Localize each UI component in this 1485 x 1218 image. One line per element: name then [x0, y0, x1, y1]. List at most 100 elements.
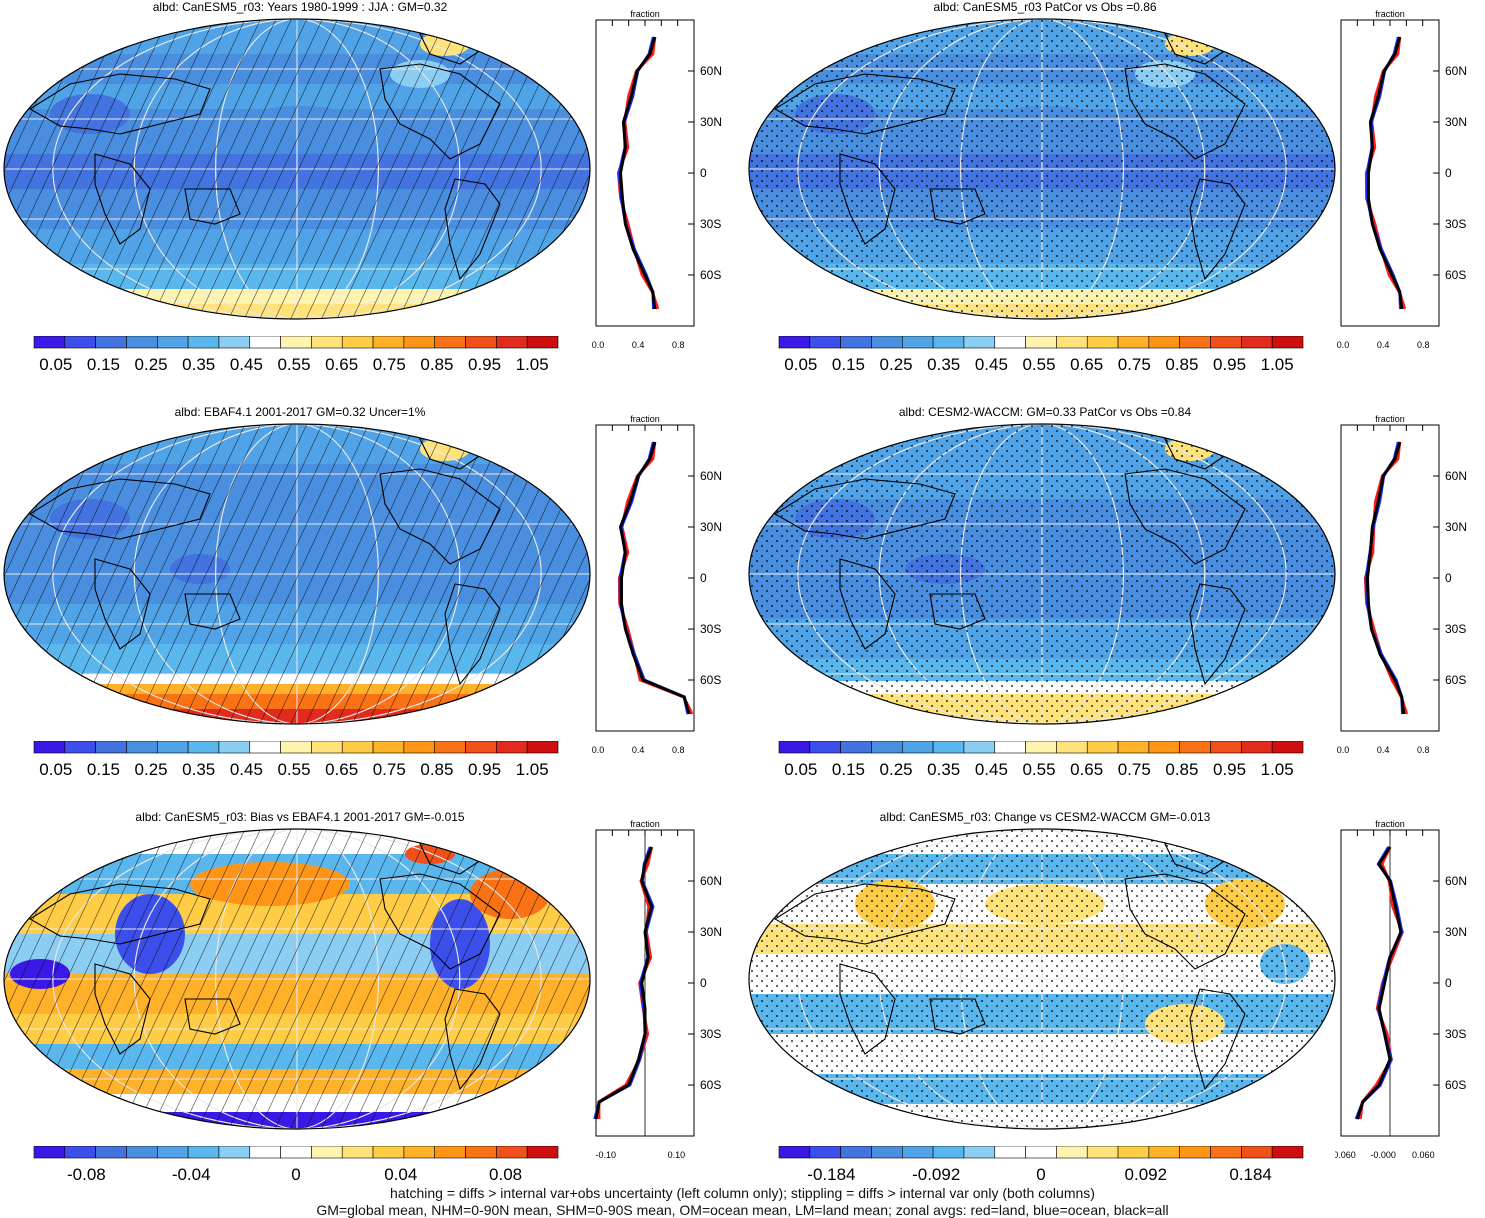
colorbar-label: 0.15 [832, 355, 865, 374]
colorbar-swatch [95, 1146, 127, 1159]
colorbar-label: 0 [291, 1165, 300, 1184]
colorbar-swatch [434, 336, 466, 349]
colorbar-label: 0.55 [277, 355, 310, 374]
colorbar-swatch [1241, 336, 1273, 349]
profile-xlabel: fraction [1375, 9, 1405, 19]
colorbar-swatch [465, 336, 497, 349]
colorbar-swatch [1148, 741, 1181, 754]
colorbar-label: 0.08 [489, 1165, 522, 1184]
map-plot [748, 423, 1336, 725]
colorbar-swatch [932, 741, 965, 754]
colorbar-swatch [1271, 741, 1304, 754]
colorbar-label: 0.45 [230, 760, 263, 779]
colorbar-swatch [1056, 1146, 1088, 1159]
colorbar-swatch [809, 1146, 841, 1159]
all-profile-line [1355, 846, 1403, 1120]
colorbar-label: 0.45 [975, 355, 1008, 374]
map-outline [748, 828, 1336, 1130]
profile-lat-label: 30N [700, 925, 722, 939]
profile-xtick-label: 0.0 [1337, 340, 1350, 350]
colorbar-swatch [465, 1146, 497, 1159]
colorbar-label: 0.95 [1213, 760, 1246, 779]
colorbar-swatch [1117, 741, 1150, 754]
profile-xtick-label: 0.0 [592, 745, 605, 755]
colorbar-label: 0.05 [39, 760, 72, 779]
colorbar-swatch [311, 336, 343, 349]
profile-lat-label: 30N [1445, 115, 1467, 129]
colorbar-label: 0 [1036, 1165, 1045, 1184]
profile-axes-box [595, 424, 695, 732]
profile-lat-label: 60S [1445, 1078, 1466, 1092]
colorbar-swatch [1086, 1146, 1119, 1159]
colorbar-label: 0.85 [1165, 760, 1198, 779]
land-profile-line [616, 36, 660, 310]
colorbar-swatch [1179, 336, 1211, 349]
colorbar-label: 0.45 [975, 760, 1008, 779]
colorbar-label: 0.35 [927, 760, 960, 779]
colorbar-swatch [1025, 336, 1057, 349]
profile-lat-label: 60S [700, 673, 721, 687]
profile-lat-label: 60N [1445, 64, 1467, 78]
hatching-overlay [4, 19, 590, 319]
profile-xlabel: fraction [1375, 819, 1405, 829]
profile-xlabel: fraction [630, 819, 660, 829]
colorbar-swatch [840, 1146, 872, 1159]
profile-lat-label: 0 [700, 166, 707, 180]
colorbar-swatch [187, 336, 220, 349]
colorbar-swatch [1210, 1146, 1242, 1159]
stippling-overlay [749, 424, 1335, 724]
colorbar-swatch [496, 741, 528, 754]
panel-2: albd: EBAF4.1 2001-2017 GM=0.32 Uncer=1%… [0, 405, 740, 810]
colorbar-label: 0.55 [1022, 760, 1055, 779]
land-profile-line [1364, 36, 1407, 310]
land-profile-line [1363, 441, 1409, 715]
colorbar-swatch [1241, 1146, 1273, 1159]
ocean-profile-line [1364, 441, 1404, 715]
colorbar-label: 0.65 [325, 760, 358, 779]
profile-lat-label: 0 [700, 976, 707, 990]
ocean-profile-line [618, 441, 690, 715]
all-profile-line [618, 441, 691, 715]
colorbar-label: 1.05 [1261, 355, 1294, 374]
colorbar-label: 0.04 [384, 1165, 417, 1184]
colorbar-label: 0.65 [1070, 760, 1103, 779]
zonal-profile-plot: fraction 60N 30N 0 30S 60S 0.0 0.4 0.8 [1337, 414, 1467, 755]
colorbar-swatch [840, 336, 872, 349]
profile-axes-box [1340, 19, 1440, 327]
colorbar-swatch [218, 1146, 251, 1159]
colorbar-swatch [1025, 1146, 1057, 1159]
colorbar-swatch [187, 741, 220, 754]
colorbar-swatch [994, 741, 1026, 754]
profile-lat-label: 0 [1445, 166, 1452, 180]
colorbar-label: 0.85 [1165, 355, 1198, 374]
profile-lat-label: 60S [1445, 268, 1466, 282]
map-plot [3, 18, 591, 320]
colorbar-label: -0.092 [912, 1165, 960, 1184]
colorbar-swatch [1148, 336, 1181, 349]
colorbar: 0.05 0.15 0.25 0.35 0.45 0.55 0.65 0.75 0.85 0.95… [778, 741, 1304, 779]
profile-xtick-label: 0.8 [672, 745, 685, 755]
colorbar-label: 0.75 [1118, 760, 1151, 779]
profile-xtick-label: 0.8 [1417, 745, 1430, 755]
map-plot [748, 828, 1336, 1130]
colorbar-swatch [932, 336, 965, 349]
colorbar-swatch [1086, 741, 1119, 754]
colorbar-swatch [496, 1146, 528, 1159]
colorbar-swatch [372, 336, 405, 349]
profile-xtick-label: 0.8 [1417, 340, 1430, 350]
colorbar-swatch [1210, 336, 1242, 349]
colorbar-label: 0.25 [135, 355, 168, 374]
colorbar-label: 0.65 [1070, 355, 1103, 374]
zonal-profile-plot: fraction 60N 30N 0 30S 60S -0.10 0.10 [593, 819, 722, 1160]
profile-lat-label: 60N [700, 64, 722, 78]
colorbar-swatch [249, 741, 281, 754]
colorbar-label: 0.15 [87, 355, 120, 374]
profile-xtick-label: -0.10 [596, 1150, 617, 1160]
colorbar-swatch [809, 741, 841, 754]
colorbar-swatch [871, 741, 903, 754]
colorbar-label: 0.35 [182, 760, 215, 779]
colorbar-swatch [871, 336, 903, 349]
panel-title: albd: CanESM5_r03: Change vs CESM2-WACCM… [879, 810, 1211, 824]
colorbar-label: 0.184 [1229, 1165, 1272, 1184]
profile-lat-label: 60N [1445, 874, 1467, 888]
